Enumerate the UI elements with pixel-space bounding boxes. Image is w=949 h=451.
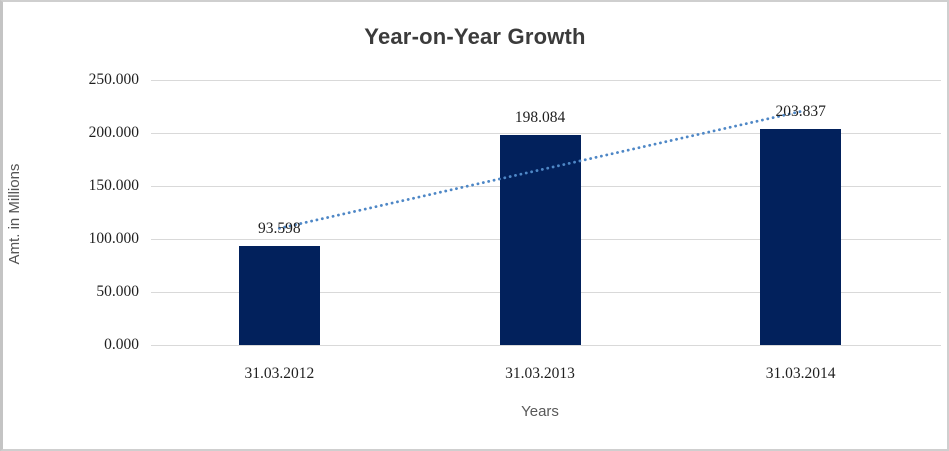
y-tick-label: 150.000	[88, 177, 139, 194]
bar-value-label: 203.837	[775, 102, 826, 120]
x-axis-title: Years	[521, 403, 559, 420]
bar	[238, 245, 320, 345]
bar-value-label: 198.084	[514, 109, 566, 127]
bar	[760, 128, 842, 345]
bar	[499, 135, 581, 345]
y-tick-label: 0.000	[104, 336, 139, 353]
x-tick-label: 31.03.2014	[765, 365, 836, 382]
x-tick-label: 31.03.2013	[505, 365, 575, 382]
chart-title: Year-on-Year Growth	[364, 24, 586, 49]
x-tick-label: 31.03.2012	[244, 365, 315, 382]
bar-value-label: 93.598	[258, 219, 301, 237]
y-tick-label: 100.000	[88, 230, 139, 247]
y-tick-label: 200.000	[88, 124, 139, 141]
y-axis-title: Amt. in Millions	[6, 163, 23, 265]
gridline	[151, 344, 941, 346]
y-tick-label: 250.000	[88, 71, 139, 88]
gridline	[151, 79, 941, 81]
y-tick-label: 50.000	[96, 283, 139, 300]
